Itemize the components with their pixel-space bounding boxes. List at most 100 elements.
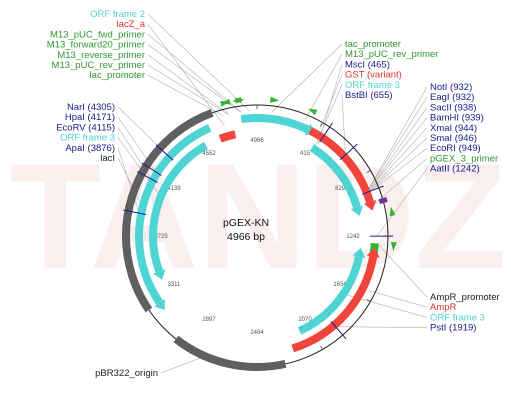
tick-label: 1242 xyxy=(346,234,360,240)
leader-line xyxy=(374,158,428,204)
label-eagi-932: EagI (932) xyxy=(430,92,474,103)
primer-arrow xyxy=(307,108,318,116)
restriction-site-tick xyxy=(330,321,347,340)
leader-line xyxy=(367,97,428,191)
leader-line xyxy=(271,43,343,113)
label-smai-946: SmaI (946) xyxy=(430,133,477,144)
label-ecorv-4115: EcoRV (4115) xyxy=(56,122,115,133)
restriction-site-tick xyxy=(155,144,174,161)
feature-arc-pbr322-origin xyxy=(173,335,287,371)
feature-labels: ORF frame 2lacZ_aM13_pUC_fwd_primerM13_f… xyxy=(47,9,500,379)
tick-label: 4552 xyxy=(202,151,216,157)
primer-and-site-marks xyxy=(123,96,397,340)
tick-mark xyxy=(320,345,323,350)
label-orf-frame-3: ORF frame 3 xyxy=(60,133,115,144)
leader-line xyxy=(147,74,224,116)
feature-arc-grey-segment xyxy=(122,109,214,313)
feature-arc-orf-frame-3 xyxy=(309,144,361,209)
primer-arrow xyxy=(232,96,242,103)
leader-line xyxy=(369,290,428,308)
leader-line xyxy=(368,127,428,193)
feature-arc-ampr xyxy=(291,255,378,353)
feature-arrowhead xyxy=(153,269,166,280)
tick-label: 2070 xyxy=(298,317,312,323)
label-ecori-949: EcoRI (949) xyxy=(430,143,481,154)
primer-arrow xyxy=(221,98,231,105)
feature-arc-orf-frame-2 xyxy=(240,114,310,134)
tick-mark xyxy=(320,122,323,127)
label-nari-4305: NarI (4305) xyxy=(67,102,115,113)
label-noti-932: NotI (932) xyxy=(430,82,472,93)
label-orf-frame-3: ORF frame 3 xyxy=(430,312,485,323)
leader-line xyxy=(341,94,346,155)
leader-line xyxy=(147,64,229,115)
restriction-site-tick xyxy=(137,171,158,183)
leader-line xyxy=(320,74,343,129)
tick-mark xyxy=(366,299,371,302)
leader-line xyxy=(335,326,428,328)
watermark: TANDZ xyxy=(9,132,506,300)
label-m13-puc-fwd-primer: M13_pUC_fwd_primer xyxy=(50,29,145,40)
feature-arrowhead xyxy=(352,247,366,259)
label-hpai-4171: HpaI (4171) xyxy=(65,112,115,123)
feature-arrowhead xyxy=(350,205,364,216)
label-bstbi-655: BstBI (655) xyxy=(345,90,393,101)
leader-line xyxy=(368,137,428,193)
label-m13-puc-rev-primer: M13_pUC_rev_primer xyxy=(52,60,145,71)
label-lac-promoter: lac_promoter xyxy=(90,70,145,81)
leader-line xyxy=(147,34,242,113)
tick-label: 3311 xyxy=(167,282,181,288)
leader-line xyxy=(147,44,241,113)
tick-label: 415 xyxy=(300,151,311,157)
label-gst-variant: GST (variant) xyxy=(345,70,402,81)
feature-arrowhead xyxy=(363,200,377,211)
restriction-site-tick xyxy=(141,162,162,176)
label-laci: lacI xyxy=(100,153,115,164)
label-sacii-938: SacII (938) xyxy=(430,102,476,113)
feature-arrowhead xyxy=(154,298,165,311)
label-lacz-a: lacZ_a xyxy=(116,19,145,30)
feature-arc-orf-frame-3 xyxy=(297,255,363,335)
leader-line xyxy=(160,355,207,374)
label-m13-reverse-primer: M13_reverse_primer xyxy=(57,50,145,61)
plasmid-name: pGEX-KN xyxy=(223,217,269,229)
label-pbr322-origin: pBR322_origin xyxy=(95,368,158,379)
feature-arc-laci xyxy=(135,124,212,305)
restriction-site-tick xyxy=(339,143,358,161)
leader-line xyxy=(368,117,428,192)
restriction-site-tick xyxy=(361,185,384,195)
primer-arrow xyxy=(269,96,280,103)
leader-line xyxy=(368,107,428,192)
leader-line xyxy=(367,86,428,191)
tick-label: 3725 xyxy=(154,234,168,240)
label-aatii-1242: AatII (1242) xyxy=(430,164,480,175)
tick-label: 829 xyxy=(335,186,346,192)
feature-arc-lacz-a xyxy=(218,130,237,143)
primer-arrow xyxy=(390,241,397,252)
label-msci-465: MscI (465) xyxy=(345,59,390,70)
label-pgex-3-primer: pGEX_3_primer xyxy=(430,153,498,164)
leader-line xyxy=(147,24,225,126)
label-m13-forward20-primer: M13_forward20_primer xyxy=(47,40,145,51)
tick-label: 4966 xyxy=(250,138,264,144)
tick-marks: 4966 415 829 1242 1656 2070 2484 2897 3311 3725 41… xyxy=(126,105,388,367)
leader-line xyxy=(376,168,428,237)
label-bamhi-939: BamHI (939) xyxy=(430,113,484,124)
feature-arrowhead xyxy=(366,247,380,258)
label-ampr: AmpR xyxy=(430,302,457,313)
label-ampr-promoter: AmpR_promoter xyxy=(430,292,500,303)
label-orf-frame-2: ORF frame 2 xyxy=(90,9,145,20)
tick-label: 2897 xyxy=(202,317,216,323)
restriction-site-tick xyxy=(319,122,333,143)
tick-label: 2484 xyxy=(250,330,264,336)
label-xmai-944: XmaI (944) xyxy=(430,123,477,134)
leader-line xyxy=(312,84,343,151)
plasmid-size: 4966 bp xyxy=(227,231,265,243)
label-psti-1919: PstI (1919) xyxy=(430,323,476,334)
feature-arc-pgex-3-primer xyxy=(378,197,388,204)
watermark-layer: TANDZ xyxy=(9,132,506,300)
label-apai-3876: ApaI (3876) xyxy=(65,143,115,154)
restriction-site-tick xyxy=(123,209,147,215)
leader-line xyxy=(368,147,428,193)
tick-mark xyxy=(366,170,371,173)
